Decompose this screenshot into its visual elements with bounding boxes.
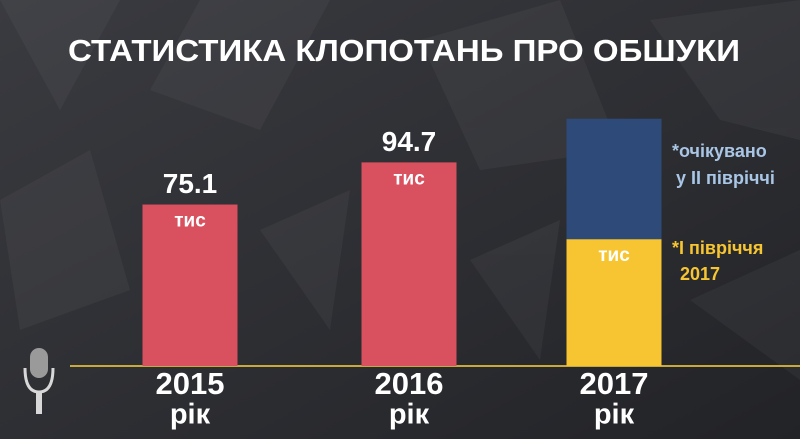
x-tick-suffix: рік: [170, 399, 211, 431]
x-tick-suffix: рік: [594, 399, 635, 431]
x-tick-label: 2015: [156, 366, 225, 401]
value-label: 75.1: [163, 168, 218, 199]
x-tick-suffix: рік: [389, 399, 430, 431]
value-label: 94.7: [382, 126, 437, 157]
x-tick-label: 2016: [375, 366, 444, 401]
unit-label: тис: [174, 211, 206, 232]
chart-title: СТАТИСТИКА КЛОПОТАНЬ ПРО ОБШУКИ: [68, 33, 740, 68]
bar: [361, 162, 457, 366]
bar: [566, 239, 662, 366]
annotation: *І півріччя: [672, 238, 763, 258]
annotation: 2017: [680, 264, 720, 284]
background-pattern: [0, 0, 800, 380]
unit-label: тис: [598, 245, 630, 266]
microphone-icon: [23, 348, 55, 414]
unit-label: тис: [393, 168, 425, 189]
annotation: *очікувано: [672, 141, 767, 161]
annotation: у ІІ півріччі: [676, 168, 775, 188]
x-tick-label: 2017: [580, 366, 649, 401]
bar: [566, 118, 662, 240]
bar: [142, 204, 238, 366]
